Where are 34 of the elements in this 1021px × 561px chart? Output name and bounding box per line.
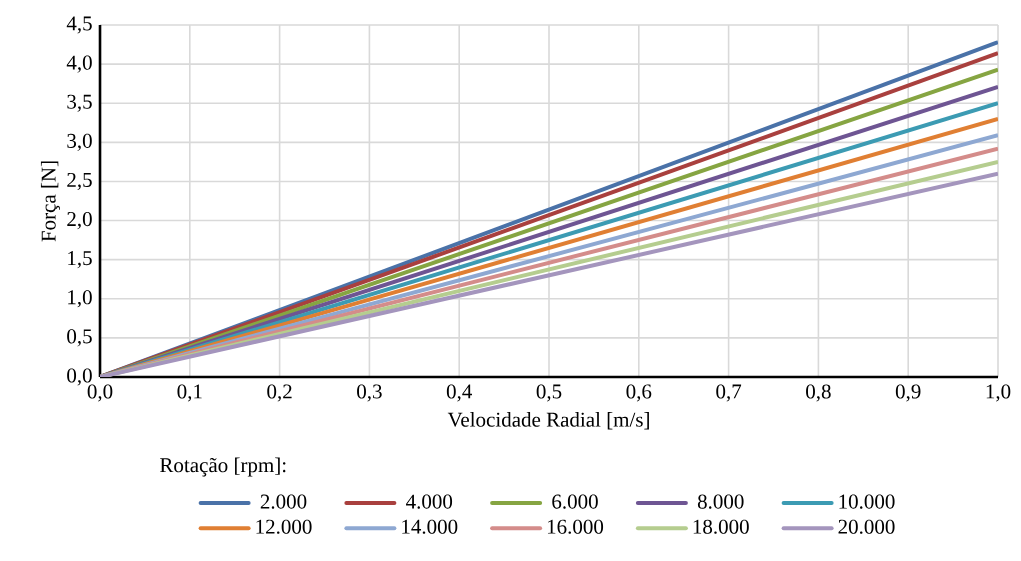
y-tick-label: 0,5 xyxy=(67,329,92,347)
y-tick-label: 0,0 xyxy=(67,368,92,386)
legend-label: 20.000 xyxy=(838,519,895,534)
legend-label: 16.000 xyxy=(547,519,604,534)
legend-label: 18.000 xyxy=(693,519,749,534)
legend-label: 6.000 xyxy=(552,494,598,509)
y-tick-label: 2,5 xyxy=(67,172,92,191)
legend-label: 12.000 xyxy=(256,519,312,534)
legend-label: 2.000 xyxy=(260,494,307,509)
x-tick-label: 0,3 xyxy=(357,384,382,402)
x-tick-label: 0,2 xyxy=(267,384,292,402)
x-tick-label: 0,4 xyxy=(446,384,472,402)
legend-label: 8.000 xyxy=(697,494,744,509)
x-tick-label: 0,1 xyxy=(177,384,202,402)
y-tick-label: 2,0 xyxy=(67,211,92,230)
x-tick-label: 0,9 xyxy=(895,384,921,402)
y-tick-label: 4,5 xyxy=(66,16,92,34)
y-tick-label: 1,0 xyxy=(68,290,92,308)
legend-label: 4.000 xyxy=(406,494,453,509)
legend-label: 14.000 xyxy=(402,519,458,534)
x-tick-label: 0,8 xyxy=(806,384,831,402)
x-tick-label: 0,0 xyxy=(87,384,113,402)
x-tick-label: 0,6 xyxy=(626,384,652,402)
legend-title: Rotação [rpm]: xyxy=(160,457,286,477)
y-tick-label: 1,5 xyxy=(68,251,92,269)
y-tick-label: 3,0 xyxy=(67,133,92,151)
y-axis-title: Força [N] xyxy=(40,161,60,242)
x-tick-label: 1,0 xyxy=(986,384,1011,402)
legend-label: 10.000 xyxy=(839,494,895,509)
x-tick-label: 0,5 xyxy=(536,384,562,402)
y-tick-label: 4,0 xyxy=(66,55,92,73)
y-tick-label: 3,5 xyxy=(67,94,92,112)
x-axis-title: Velocidade Radial [m/s] xyxy=(447,412,649,430)
x-tick-label: 0,7 xyxy=(716,384,742,402)
